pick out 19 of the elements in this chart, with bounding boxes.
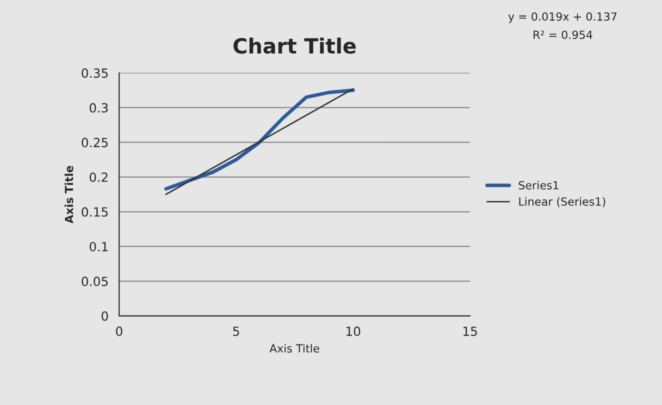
legend-label: Series1 — [518, 180, 558, 190]
legend-label: Linear (Series1) — [519, 197, 606, 208]
y-tick-label: 0.2 — [90, 172, 108, 182]
text: y = 0.019x + 0.137 — [508, 12, 617, 23]
text: R² = 0.954 — [534, 30, 592, 39]
y-tick-label: 0.15 — [82, 207, 108, 217]
y-tick-label: 0.3 — [90, 103, 108, 113]
x-tick-label: 0 — [116, 326, 122, 336]
x-tick-label: 10 — [346, 326, 360, 336]
x-tick-label: 5 — [233, 326, 239, 336]
x-tick-label: 15 — [463, 326, 477, 336]
y-axis-title: Axis Title — [64, 166, 74, 224]
y-tick-label: 0.25 — [82, 138, 108, 148]
chart-title: Chart Title — [234, 38, 356, 54]
y-tick-label: 0.35 — [82, 68, 108, 78]
x-axis-title: Axis Title — [269, 344, 320, 353]
y-tick-label: 0.05 — [82, 276, 108, 286]
y-tick-label: 0 — [102, 311, 108, 321]
y-tick-label: 0.1 — [90, 242, 108, 252]
